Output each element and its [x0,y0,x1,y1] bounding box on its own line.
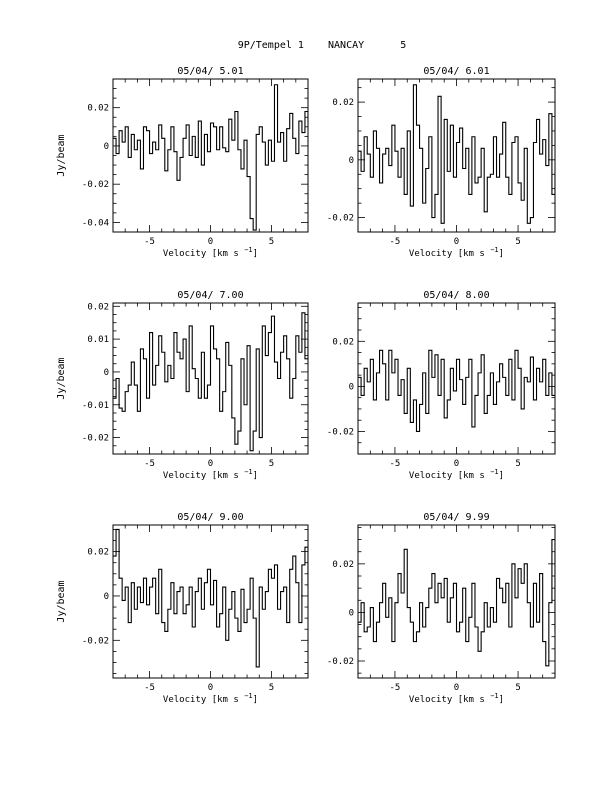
y-tick-label: 0 [104,368,109,378]
x-axis-label: Velocity [km s −1] [163,692,258,705]
x-tick-label: 0 [208,459,213,469]
spectrum-panel-3: 05/04/ 7.00 -5 0 5 0.02 0.01 0 -0.01 -0.02 Veloci… [56,290,309,481]
y-tick-label: -0.02 [82,180,109,190]
y-tick-label: -0.02 [327,657,354,667]
x-tick-label: 0 [454,683,459,693]
y-tick-label: 0.02 [332,337,354,347]
x-axis-label-exponent: −1 [244,468,252,476]
y-tick-label: 0 [349,608,354,618]
y-tick-label: 0 [104,142,109,152]
figure-title: 9P/Tempel 1 NANCAY 5 [238,40,407,51]
spectrum-panel-2: 05/04/ 6.01 -5 0 5 0.02 0 -0.02 Velocity [km s … [327,66,556,259]
x-axis-label-exponent: −1 [490,246,498,254]
x-tick-label: 5 [515,459,520,469]
spectrum-panel-4: 05/04/ 8.00 -5 0 5 0.02 0 -0.02 Velocity [km s … [327,290,556,481]
x-axis-label-close: ] [499,471,504,481]
x-axis-label-close: ] [253,471,258,481]
x-axis-label-close: ] [253,249,258,259]
spectrum-line [113,528,308,668]
x-tick-label: -5 [390,237,401,247]
spectrum-panel-6: 05/04/ 9.99 -5 0 5 0.02 0 -0.02 Velocity [km s … [327,512,556,705]
x-axis-label: Velocity [km s −1] [409,468,504,481]
panel-title: 05/04/ 9.00 [177,512,243,523]
y-tick-label: 0 [104,592,109,602]
x-axis-label-close: ] [253,695,258,705]
y-tick-label: 0.02 [87,302,109,312]
x-axis-label: Velocity [km s −1] [409,246,504,259]
spectrum-line [358,84,555,224]
y-axis-label: Jy/beam [56,357,67,399]
panels-group: 05/04/ 5.01 -5 0 5 0.02 0 -0.02 -0.04 Velocity [… [56,66,556,705]
x-axis-label-text: Velocity [km s [409,695,490,705]
x-tick-label: 0 [454,237,459,247]
x-axis-label-text: Velocity [km s [163,471,244,481]
x-tick-label: -5 [144,459,155,469]
spectrum-line [358,349,555,433]
y-tick-label: -0.01 [82,401,109,411]
x-axis-label-exponent: −1 [244,246,252,254]
x-tick-label: 5 [515,683,520,693]
panel-title: 05/04/ 5.01 [177,66,243,77]
x-tick-label: 5 [269,459,274,469]
panel-title: 05/04/ 7.00 [177,290,243,301]
y-tick-label: -0.04 [82,218,109,228]
x-tick-label: 0 [208,683,213,693]
x-axis-label-exponent: −1 [244,692,252,700]
panel-title: 05/04/ 9.99 [423,512,489,523]
spectrum-panel-1: 05/04/ 5.01 -5 0 5 0.02 0 -0.02 -0.04 Velocity [… [56,66,309,259]
panel-title: 05/04/ 8.00 [423,290,489,301]
spectrum-line [113,312,308,452]
y-tick-label: 0 [349,382,354,392]
x-axis-label-exponent: −1 [490,468,498,476]
x-axis-label-text: Velocity [km s [163,695,244,705]
x-tick-label: 5 [269,683,274,693]
x-tick-label: 5 [515,237,520,247]
y-axis-label: Jy/beam [56,580,67,622]
panel-title: 05/04/ 6.01 [423,66,489,77]
x-axis-label: Velocity [km s −1] [163,468,258,481]
x-axis-label-close: ] [499,249,504,259]
x-axis-label: Velocity [km s −1] [163,246,258,259]
x-tick-label: -5 [390,459,401,469]
plot-frame [112,78,309,233]
y-axis-label: Jy/beam [56,134,67,176]
x-axis-label-text: Velocity [km s [409,249,490,259]
x-axis-label-exponent: −1 [490,692,498,700]
spectrum-panel-5: 05/04/ 9.00 -5 0 5 0.02 0 -0.02 Velocity [km s … [56,512,309,705]
spectrum-line [358,539,555,667]
x-axis-label: Velocity [km s −1] [409,692,504,705]
x-tick-label: 0 [208,237,213,247]
x-tick-label: 5 [269,237,274,247]
y-tick-label: -0.02 [82,636,109,646]
y-tick-label: 0 [349,156,354,166]
y-tick-label: 0.02 [87,104,109,114]
x-tick-label: -5 [144,237,155,247]
x-tick-label: 0 [454,459,459,469]
x-axis-label-close: ] [499,695,504,705]
y-tick-label: -0.02 [327,427,354,437]
x-tick-label: -5 [390,683,401,693]
x-axis-label-text: Velocity [km s [409,471,490,481]
spectrum-line [113,84,308,231]
y-tick-label: 0.02 [332,560,354,570]
y-tick-label: 0.02 [332,98,354,108]
y-tick-label: 0.01 [87,335,109,345]
y-tick-label: 0.02 [87,548,109,558]
y-tick-label: -0.02 [327,214,354,224]
x-axis-label-text: Velocity [km s [163,249,244,259]
x-tick-label: -5 [144,683,155,693]
y-tick-label: -0.02 [82,434,109,444]
